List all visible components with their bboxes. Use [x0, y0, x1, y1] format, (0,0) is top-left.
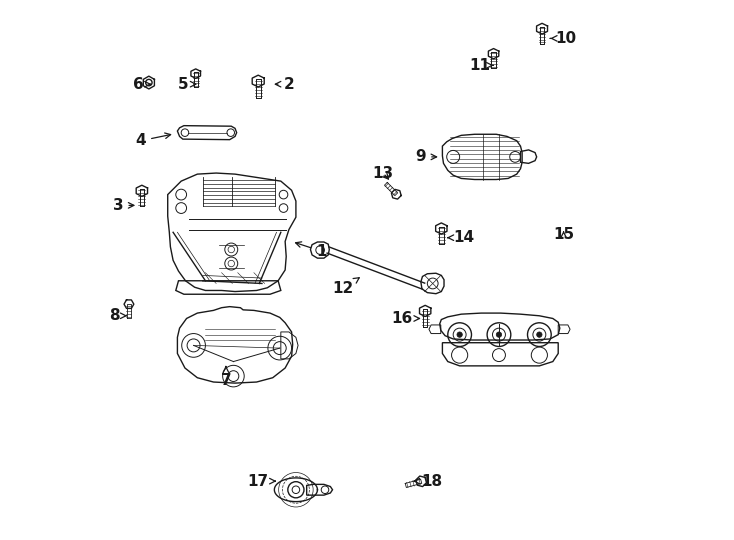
- Text: 18: 18: [414, 474, 442, 489]
- Text: 10: 10: [550, 31, 577, 46]
- Text: 4: 4: [136, 133, 170, 149]
- Text: 11: 11: [470, 58, 493, 73]
- Text: 1: 1: [296, 242, 327, 259]
- Text: 16: 16: [391, 311, 419, 326]
- Text: 15: 15: [553, 227, 574, 242]
- Text: 7: 7: [221, 367, 231, 388]
- Circle shape: [537, 332, 542, 338]
- Circle shape: [496, 332, 501, 338]
- Text: 2: 2: [275, 77, 294, 92]
- Text: 8: 8: [109, 308, 126, 323]
- Text: 6: 6: [133, 77, 150, 92]
- Text: 13: 13: [373, 166, 393, 180]
- Text: 3: 3: [113, 198, 134, 213]
- Text: 14: 14: [448, 230, 474, 245]
- Circle shape: [457, 332, 462, 338]
- Text: 17: 17: [247, 474, 275, 489]
- Text: 9: 9: [415, 150, 437, 164]
- Text: 5: 5: [178, 77, 196, 92]
- Text: 12: 12: [333, 278, 359, 296]
